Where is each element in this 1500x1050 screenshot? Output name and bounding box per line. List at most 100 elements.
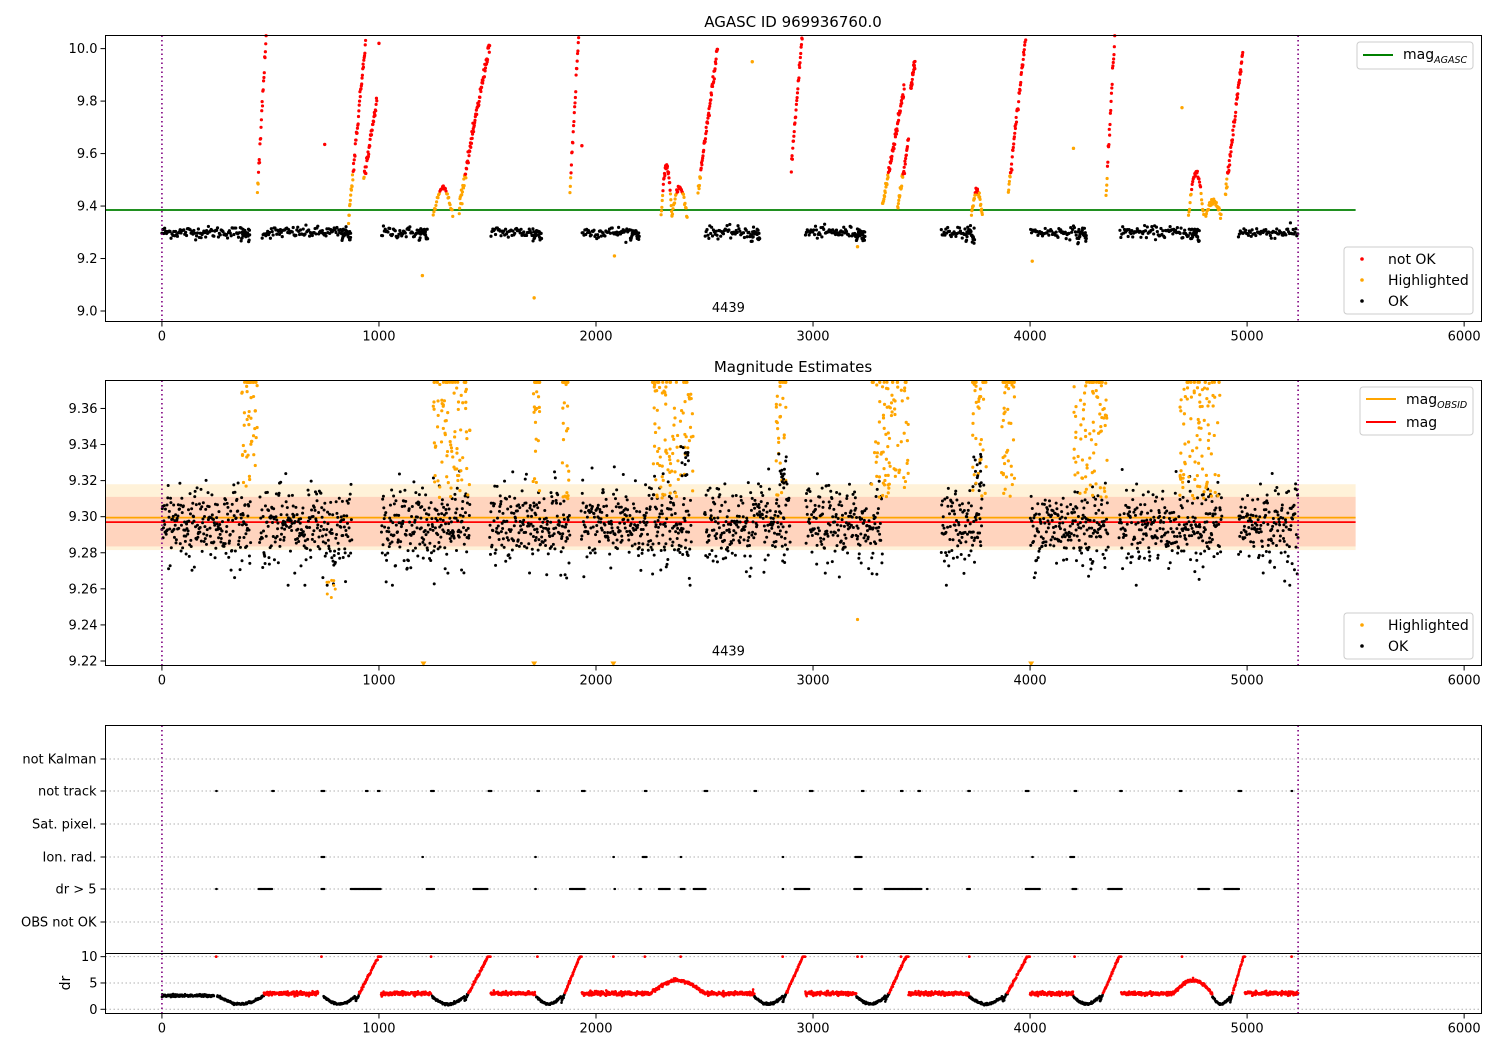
ok-point [440,524,443,527]
highlighted-point [1224,193,1227,196]
ok-point [169,564,172,567]
flag-marker [433,790,435,792]
not-ok-point [798,66,801,69]
ok-point [651,548,654,551]
ok-point [409,542,412,545]
ok-point [1135,584,1138,587]
ok-point [832,508,835,511]
highlighted-point [1098,412,1101,415]
ok-point [467,527,470,530]
highlighted-point [683,433,686,436]
y-tick-label: 9.28 [69,546,98,561]
highlighted-point [1181,481,1184,484]
ok-point [785,531,788,534]
bump-point [1199,185,1202,188]
ok-point [657,519,660,522]
ok-point [1199,552,1202,555]
ok-point [299,517,302,520]
ok-point [310,508,313,511]
ok-point [651,542,654,545]
highlighted-point [464,401,467,404]
ok-point [539,543,542,546]
highlighted-point [458,212,461,215]
ok-point [1255,524,1258,527]
bump-point [970,214,973,217]
ok-point [760,500,763,503]
isolated-point [1072,147,1075,150]
bump-point [673,201,676,204]
ok-point [639,521,642,524]
ok-point [875,573,878,576]
ok-point [385,559,388,562]
highlighted-point [568,191,571,194]
ok-point [459,531,462,534]
highlighted-point [982,398,985,401]
ok-point [164,508,167,511]
ok-point [184,540,187,543]
not-ok-point [1236,96,1239,99]
ok-point [780,535,783,538]
ok-point [1262,521,1265,524]
flag-marker [273,790,275,792]
highlighted-point [438,485,441,488]
ok-point [285,500,288,503]
ok-point [726,546,729,549]
ok-point [550,545,553,548]
highlighted-point [1007,459,1010,462]
highlighted-point [777,441,780,444]
ok-point [511,548,514,551]
ok-point [511,470,514,473]
highlighted-point [1204,486,1207,489]
ok-point [723,531,726,534]
highlighted-point [561,407,564,410]
bump-point [1197,177,1200,180]
highlighted-point [653,445,656,448]
highlighted-point [1082,408,1085,411]
ok-point [221,520,224,523]
ok-point [1052,544,1055,547]
ok-point [261,566,264,569]
ok-point [260,508,263,511]
ok-point [525,234,528,237]
panel-2-annotation: 4439 [712,645,745,660]
highlighted-point [1193,460,1196,463]
ok-point [664,525,667,528]
ok-point [248,233,251,236]
ok-point [1075,528,1078,531]
ok-point [248,229,251,232]
not-ok-point [700,167,703,170]
ok-point [547,527,550,530]
highlighted-point [656,450,659,453]
ok-point [644,514,647,517]
highlighted-point [1203,419,1206,422]
ok-point [169,501,172,504]
ok-point [1029,544,1032,547]
ok-point [170,546,173,549]
ok-point [202,532,205,535]
highlighted-point [1197,418,1200,421]
ok-point [605,504,608,507]
ok-point [1141,538,1144,541]
bump-point [686,216,689,219]
ok-point [552,543,555,546]
ok-point [687,554,690,557]
ok-point [776,521,779,524]
not-ok-point [360,82,363,85]
ok-point [248,528,251,531]
ok-point [1080,500,1083,503]
highlighted-point [1102,416,1105,419]
ok-point [727,509,730,512]
highlighted-point [657,447,660,450]
ok-point [326,584,329,587]
ok-point [653,520,656,523]
not-ok-point [364,172,367,175]
highlighted-point [1105,184,1108,187]
ok-point [515,544,518,547]
ok-point [598,540,601,543]
ok-point [1096,494,1099,497]
ok-point [1239,506,1242,509]
not-ok-point [365,165,368,168]
ok-point [1181,236,1184,239]
bump-point [676,190,679,193]
ok-point [1095,536,1098,539]
